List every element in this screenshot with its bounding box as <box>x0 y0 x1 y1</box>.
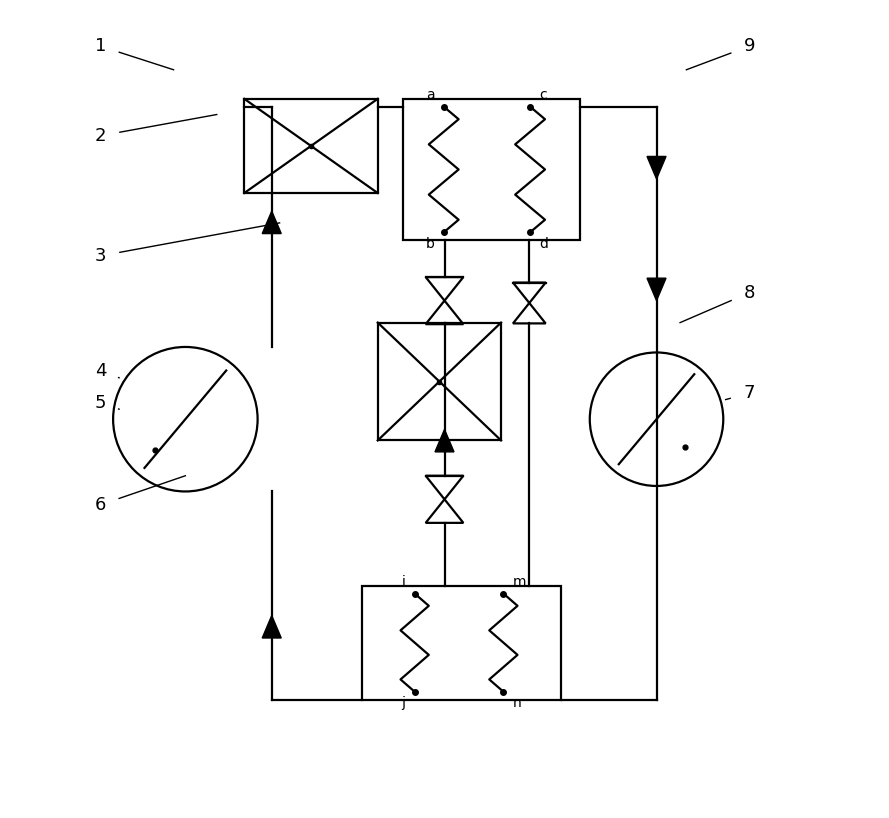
Text: 2: 2 <box>95 127 107 145</box>
Text: b: b <box>426 237 435 251</box>
Polygon shape <box>647 278 666 301</box>
Text: 8: 8 <box>743 284 755 302</box>
Polygon shape <box>435 429 454 452</box>
Polygon shape <box>262 615 281 638</box>
Bar <box>362 586 561 699</box>
Text: 6: 6 <box>95 496 106 514</box>
Text: i: i <box>401 575 405 589</box>
Text: m: m <box>513 575 526 589</box>
Polygon shape <box>647 156 666 179</box>
Text: 4: 4 <box>95 362 107 380</box>
Bar <box>403 99 580 240</box>
Text: 3: 3 <box>95 247 107 265</box>
Polygon shape <box>262 211 281 234</box>
Text: 5: 5 <box>95 393 107 411</box>
Text: j: j <box>401 696 405 710</box>
Text: 7: 7 <box>743 384 755 402</box>
Text: d: d <box>540 237 549 251</box>
Text: n: n <box>513 696 522 710</box>
Text: a: a <box>426 88 435 102</box>
Text: 1: 1 <box>95 37 106 55</box>
Text: c: c <box>540 88 547 102</box>
Bar <box>244 99 378 193</box>
Text: 9: 9 <box>743 37 755 55</box>
Bar <box>378 322 501 440</box>
